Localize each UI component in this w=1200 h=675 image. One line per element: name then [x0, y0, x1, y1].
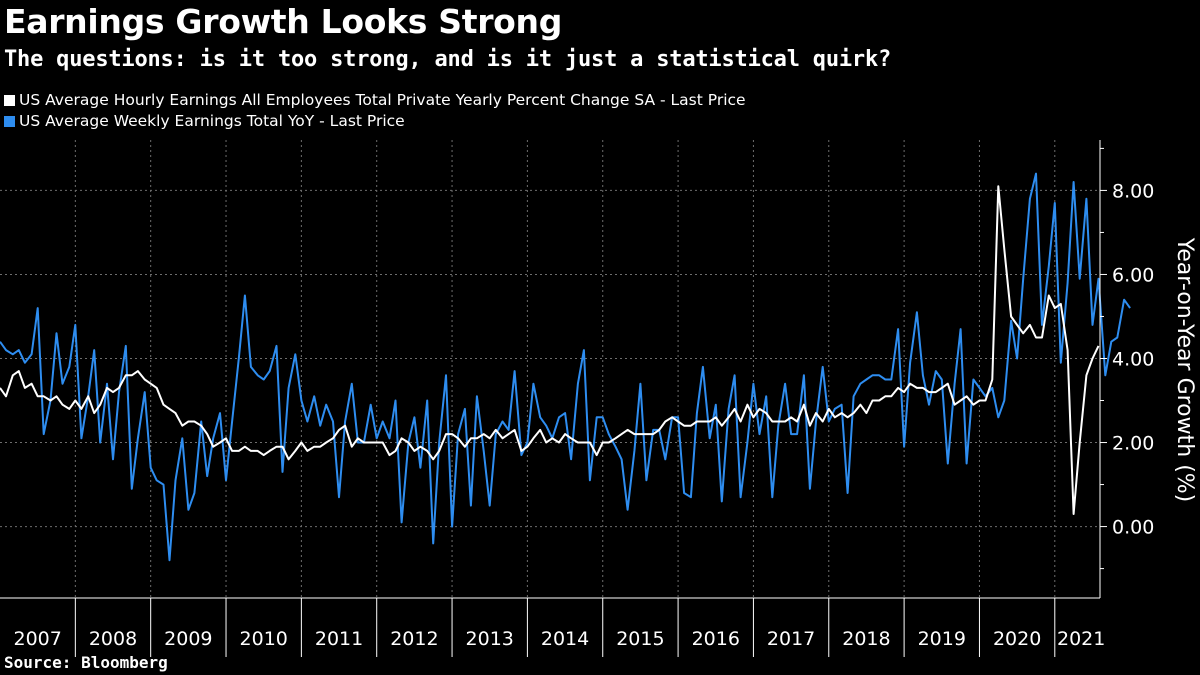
- x-year-label: 2020: [993, 628, 1041, 650]
- y-tick-label: 0.00: [1112, 517, 1154, 539]
- legend-item-weekly: US Average Weekly Earnings Total YoY - L…: [4, 111, 746, 132]
- x-year-label: 2016: [692, 628, 740, 650]
- legend-item-hourly: US Average Hourly Earnings All Employees…: [4, 90, 746, 111]
- axes: 0.00 2.00 4.00 6.00 8.00: [0, 140, 1154, 657]
- x-year-label: 2013: [466, 628, 514, 650]
- y-tick-label: 6.00: [1112, 264, 1154, 286]
- x-year-label: 2021: [1057, 628, 1105, 650]
- x-year-label: 2015: [616, 628, 664, 650]
- grid-lines: [0, 140, 1100, 598]
- x-year-label: 2009: [164, 628, 212, 650]
- x-year-label: 2008: [89, 628, 137, 650]
- x-year-label: 2011: [315, 628, 363, 650]
- x-year-label: 2017: [767, 628, 815, 650]
- x-year-label: 2019: [918, 628, 966, 650]
- x-year-label: 2018: [842, 628, 890, 650]
- x-year-label: 2010: [240, 628, 288, 650]
- x-year-label: 2012: [390, 628, 438, 650]
- y-tick-label: 4.00: [1112, 348, 1154, 370]
- series-line-hourly-earnings: [0, 185, 1100, 515]
- series-layer: [0, 172, 1131, 562]
- y-tick-label: 2.00: [1112, 433, 1154, 455]
- series-line-weekly-earnings: [0, 172, 1131, 562]
- chart-subtitle: The questions: is it too strong, and is …: [4, 47, 892, 72]
- x-axis-labels: 2007 2008 2009 2010 2011 2012 2013 2014 2015 2016…: [13, 628, 1105, 650]
- legend-label-hourly: US Average Hourly Earnings All Employees…: [19, 91, 746, 109]
- x-year-label: 2014: [541, 628, 589, 650]
- y-axis-title: Year-on-Year Growth (%): [1172, 237, 1197, 503]
- source-note: Source: Bloomberg: [4, 653, 168, 672]
- legend-label-weekly: US Average Weekly Earnings Total YoY - L…: [19, 112, 405, 130]
- legend-swatch-weekly: [4, 116, 15, 127]
- legend-swatch-hourly: [4, 95, 15, 106]
- legend: US Average Hourly Earnings All Employees…: [4, 90, 746, 132]
- y-tick-label: 8.00: [1112, 180, 1154, 202]
- chart-title: Earnings Growth Looks Strong: [4, 2, 563, 41]
- x-year-label: 2007: [13, 628, 61, 650]
